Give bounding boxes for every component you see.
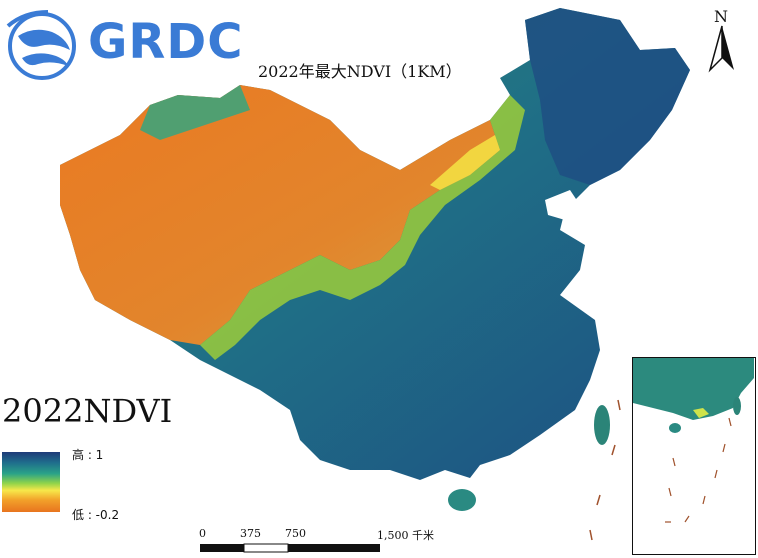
logo-text: GRDC: [88, 14, 244, 70]
map-title: 2022年最大NDVI（1KM）: [258, 62, 462, 81]
grdc-logo: GRDC: [4, 6, 242, 82]
north-label: N: [714, 7, 728, 26]
dash-line-marks: [589, 399, 621, 541]
scale-tick-750: 750: [285, 527, 306, 540]
hainan-island: [448, 489, 476, 511]
scale-tick-0: 0: [199, 527, 206, 540]
north-arrow: N: [704, 6, 740, 74]
northeast-forest: [525, 8, 690, 185]
legend-low-label: 低 : -0.2: [72, 508, 120, 522]
legend-high-label: 高 : 1: [72, 448, 104, 462]
inset-map: [633, 358, 754, 523]
taiwan-island: [594, 405, 610, 445]
ndvi-year-label: 2022NDVI: [2, 392, 173, 430]
transition-band: [200, 95, 525, 360]
north-arrow-icon: N: [708, 7, 734, 73]
scale-bar: [200, 543, 380, 553]
bohai-sea: [545, 190, 580, 220]
legend-color-bar: [2, 452, 60, 512]
scale-tick-375: 375: [240, 527, 261, 540]
northwest-vegetation: [140, 85, 250, 140]
south-sea-inset: [632, 357, 756, 555]
yellow-strip: [430, 135, 500, 190]
scale-tick-1500: 1,500 千米: [377, 529, 434, 542]
arid-west-region: [60, 85, 500, 345]
globe-logo-icon: [6, 10, 76, 80]
